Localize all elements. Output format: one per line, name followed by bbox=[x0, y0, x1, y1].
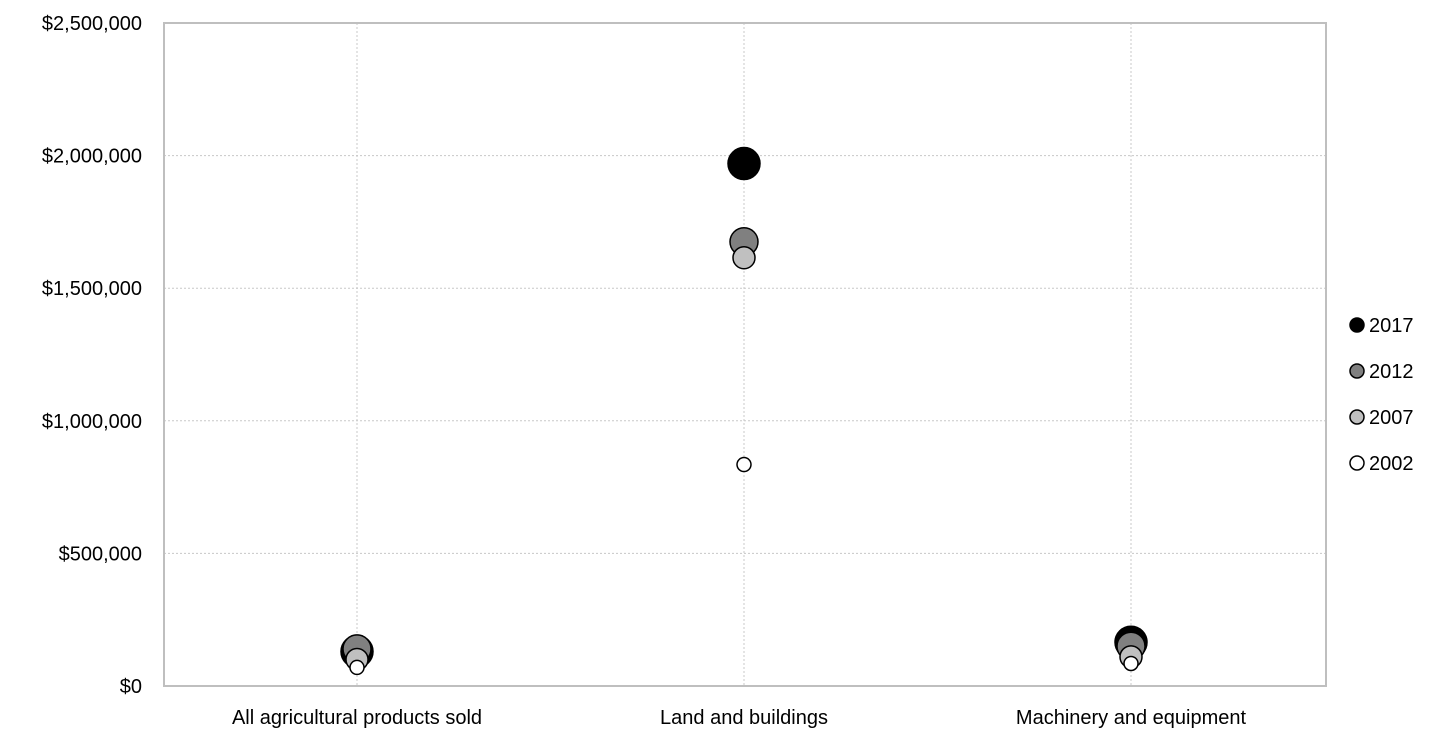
y-tick-label: $1,500,000 bbox=[42, 278, 142, 300]
plot-area-frame bbox=[163, 22, 1327, 687]
data-point-2017 bbox=[727, 146, 761, 181]
x-axis-category-labels: All agricultural products sold Land and b… bbox=[232, 707, 1247, 729]
legend-marker bbox=[1349, 409, 1365, 425]
data-point-2002 bbox=[1123, 655, 1139, 672]
y-tick-label: $2,500,000 bbox=[42, 13, 142, 35]
legend-label: 2002 bbox=[1369, 453, 1414, 475]
y-tick-label: $0 bbox=[120, 676, 142, 698]
legend-marker bbox=[1349, 363, 1365, 379]
data-point-2002 bbox=[349, 659, 365, 676]
y-tick-label: $1,000,000 bbox=[42, 411, 142, 433]
gridlines bbox=[164, 23, 1326, 686]
x-category-label: All agricultural products sold bbox=[232, 707, 482, 729]
data-point-2007 bbox=[732, 245, 756, 270]
legend: 2017 2012 2007 2002 bbox=[1349, 315, 1414, 475]
x-category-label: Machinery and equipment bbox=[1016, 707, 1247, 729]
legend-label: 2017 bbox=[1369, 315, 1414, 337]
y-axis-tick-labels: $0 $500,000 $1,000,000 $1,500,000 $2,000,000… bbox=[42, 13, 142, 698]
x-category-label: Land and buildings bbox=[660, 707, 828, 729]
data-points bbox=[340, 146, 1148, 676]
data-point-2002 bbox=[736, 456, 752, 473]
y-tick-label: $500,000 bbox=[59, 543, 142, 565]
legend-label: 2007 bbox=[1369, 407, 1414, 429]
legend-label: 2012 bbox=[1369, 361, 1414, 383]
y-tick-label: $2,000,000 bbox=[42, 146, 142, 168]
legend-marker bbox=[1349, 455, 1365, 471]
legend-marker bbox=[1349, 317, 1365, 333]
